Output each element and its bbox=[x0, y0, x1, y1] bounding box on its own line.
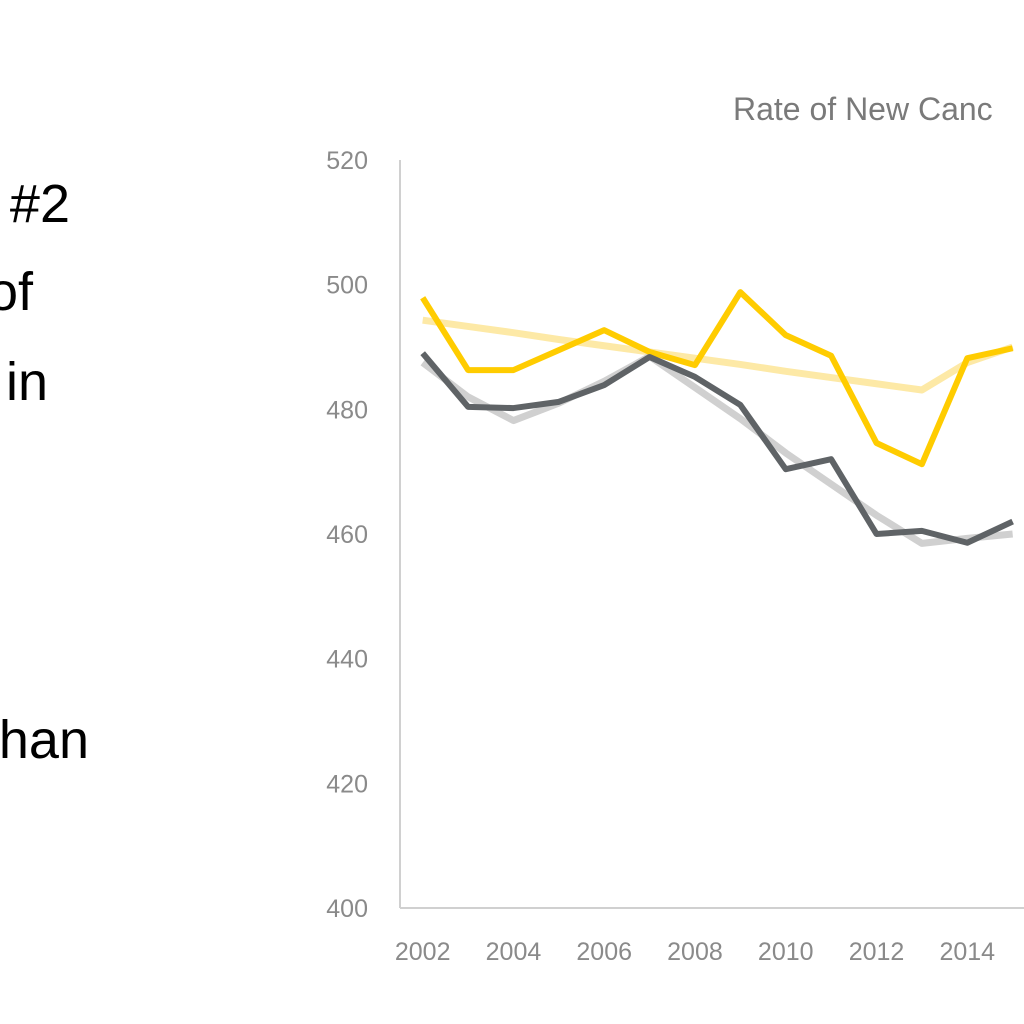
slide-text: han bbox=[0, 710, 89, 770]
series-line bbox=[420, 289, 1014, 468]
plot-area bbox=[420, 289, 1014, 547]
y-tick-label: 440 bbox=[326, 646, 368, 674]
x-tick-label: 2012 bbox=[849, 938, 905, 966]
slide-text: of bbox=[0, 262, 34, 322]
slide-text: in bbox=[6, 352, 48, 412]
y-tick-label: 400 bbox=[326, 895, 368, 923]
x-tick-label: 2002 bbox=[395, 938, 451, 966]
y-tick-label: 460 bbox=[326, 521, 368, 549]
y-tick-label: 520 bbox=[326, 147, 368, 175]
x-tick-label: 2014 bbox=[939, 938, 995, 966]
x-tick-label: 2010 bbox=[758, 938, 814, 966]
y-tick-label: 500 bbox=[326, 272, 368, 300]
slide-text: #2 bbox=[10, 174, 70, 234]
y-tick-label: 480 bbox=[326, 396, 368, 424]
y-tick-label: 420 bbox=[326, 770, 368, 798]
x-tick-label: 2004 bbox=[486, 938, 542, 966]
x-tick-label: 2006 bbox=[576, 938, 632, 966]
x-tick-label: 2008 bbox=[667, 938, 723, 966]
chart-title: Rate of New Canc bbox=[733, 91, 993, 127]
series-line bbox=[420, 352, 1013, 547]
series-line bbox=[420, 351, 1014, 546]
series-line bbox=[422, 316, 1014, 394]
